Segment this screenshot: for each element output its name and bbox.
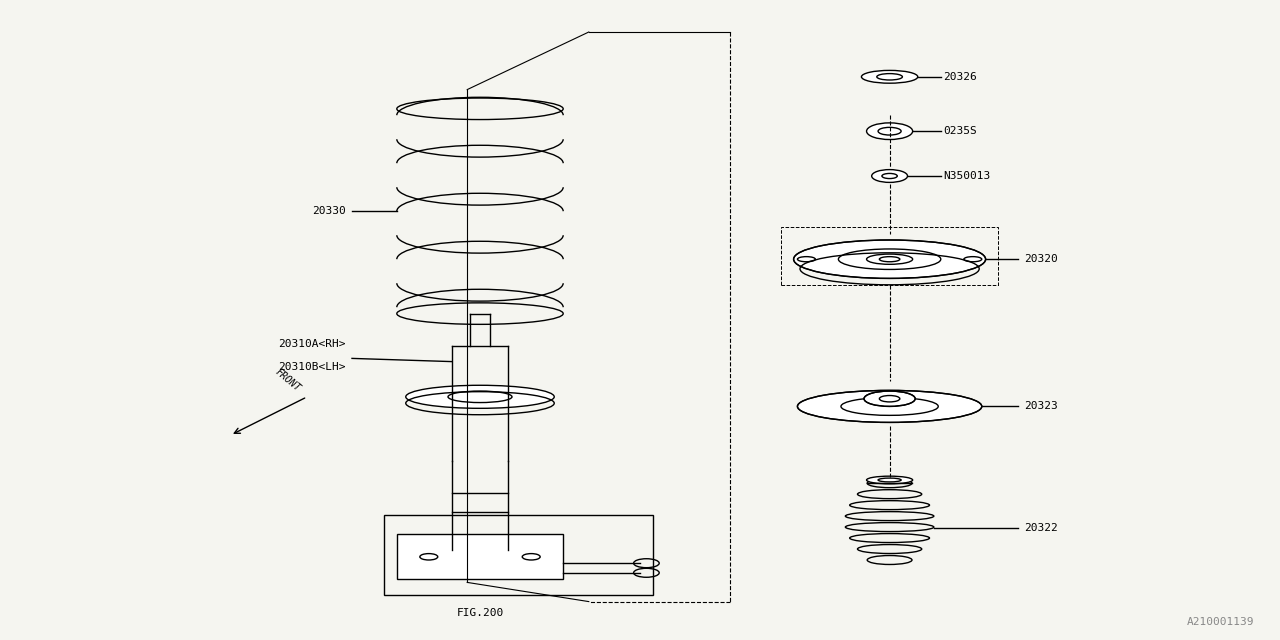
Text: FIG.200: FIG.200: [457, 608, 503, 618]
Ellipse shape: [864, 391, 915, 406]
Text: 20320: 20320: [1024, 254, 1057, 264]
Bar: [781, 227, 998, 285]
Ellipse shape: [872, 170, 908, 182]
Text: FRONT: FRONT: [274, 367, 302, 394]
Ellipse shape: [867, 476, 913, 484]
Ellipse shape: [406, 385, 554, 408]
Text: 20310A<RH>: 20310A<RH>: [278, 339, 346, 349]
Text: A210001139: A210001139: [1187, 617, 1254, 627]
Text: 20326: 20326: [943, 72, 977, 82]
Text: 20330: 20330: [312, 206, 346, 216]
Text: 20322: 20322: [1024, 523, 1057, 533]
Ellipse shape: [794, 240, 986, 278]
Text: 20310B<LH>: 20310B<LH>: [278, 362, 346, 372]
Text: 20323: 20323: [1024, 401, 1057, 412]
Ellipse shape: [797, 390, 982, 422]
Ellipse shape: [867, 123, 913, 140]
Text: N350013: N350013: [943, 171, 991, 181]
Text: 0235S: 0235S: [943, 126, 977, 136]
Bar: [397, 534, 563, 579]
Bar: [384, 515, 653, 595]
Ellipse shape: [861, 70, 918, 83]
